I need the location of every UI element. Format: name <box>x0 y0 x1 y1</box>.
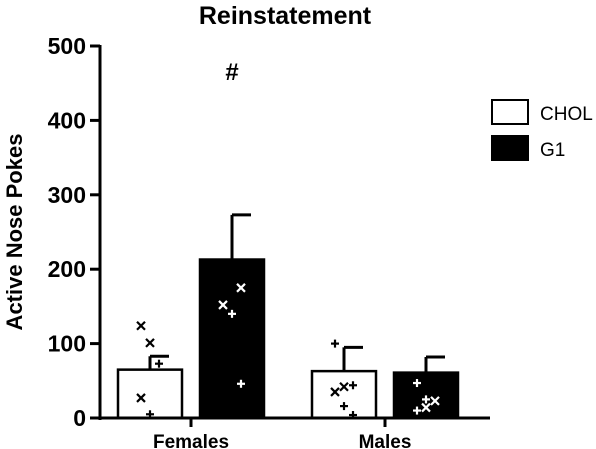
plot-area: # <box>116 59 460 420</box>
x-tick-label: Males <box>359 432 412 449</box>
data-point-chol-males <box>349 381 357 390</box>
data-point-chol-females <box>155 359 163 368</box>
y-tick-label: 200 <box>48 256 86 282</box>
bar-g1-females <box>198 258 266 420</box>
data-point-g1-females <box>218 300 228 310</box>
legend-label-chol: CHOL <box>540 104 593 125</box>
y-axis-label: Active Nose Pokes <box>2 134 27 331</box>
legend-swatch-chol <box>491 99 529 125</box>
chart-title: Reinstatement <box>199 2 372 30</box>
data-point-g1-males <box>430 396 440 406</box>
legend-swatch-g1 <box>491 135 529 161</box>
data-point-g1-females <box>227 162 237 173</box>
y-tick-label: 300 <box>48 182 86 208</box>
data-point-chol-females <box>145 338 155 348</box>
y-tick-label: 500 <box>48 33 86 59</box>
data-point-chol-males <box>340 402 348 411</box>
data-point-g1-males <box>431 342 439 351</box>
data-point-chol-females <box>136 320 146 331</box>
legend-label-g1: G1 <box>540 140 565 161</box>
data-point-chol-males <box>330 387 340 397</box>
data-point-g1-males <box>421 402 431 413</box>
legend: CHOL G1 <box>491 99 593 161</box>
data-point-g1-males <box>422 395 430 404</box>
y-tick-label: 100 <box>48 331 86 357</box>
axes: 0 100 200 300 400 500 Females Males <box>48 33 490 449</box>
bar-chol-females <box>116 368 184 420</box>
data-point-g1-females <box>237 379 245 388</box>
data-point-g1-males <box>421 319 431 330</box>
data-point-g1-males <box>413 406 421 415</box>
data-point-chol-males <box>339 381 349 392</box>
x-tick-label: Females <box>153 432 229 449</box>
data-point-g1-females <box>228 309 236 318</box>
data-point-chol-females <box>136 393 146 403</box>
data-point-g1-females <box>236 283 246 293</box>
data-point-g1-females <box>219 89 227 98</box>
data-point-chol-males <box>331 339 339 348</box>
bar-g1-males <box>392 371 460 420</box>
data-point-g1-males <box>413 379 421 388</box>
data-point-g1-males <box>413 298 421 307</box>
y-tick-label: 400 <box>48 107 86 133</box>
bar-chol-males <box>310 369 378 420</box>
annotation-label: # <box>225 59 238 86</box>
y-tick-label: 0 <box>73 405 86 431</box>
